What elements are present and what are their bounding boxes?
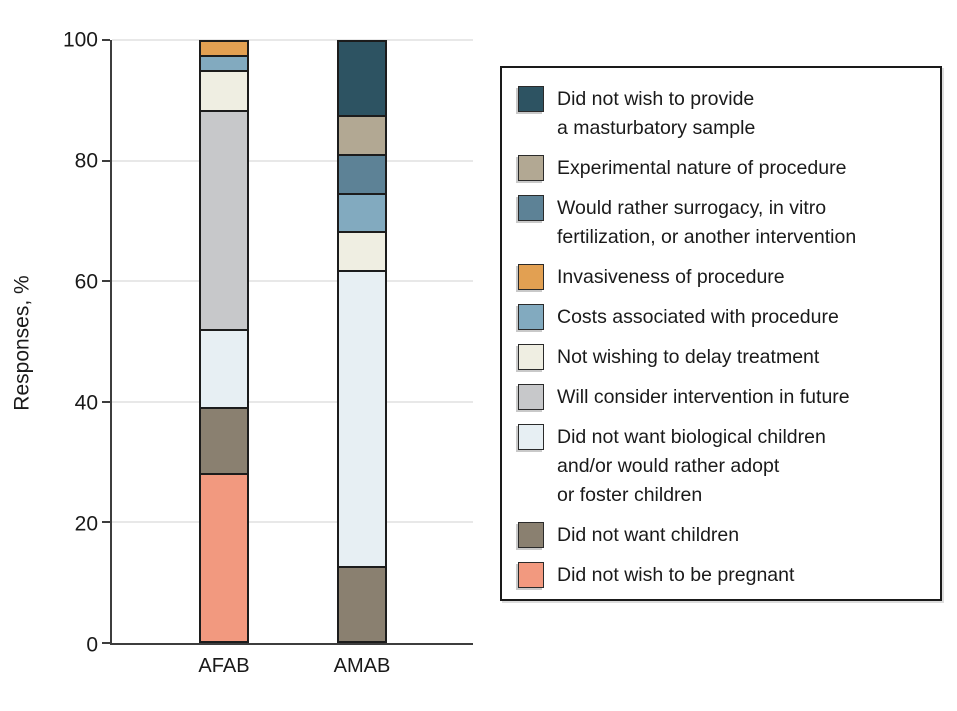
legend-label-line: Did not wish to be pregnant (557, 564, 795, 586)
gridline-40 (112, 400, 473, 403)
legend-entry: Did not wish to provide a masturbatory sa… (518, 85, 928, 143)
legend-label: Invasiveness of procedure (557, 263, 785, 292)
y-tick-label-100: 100 (62, 28, 98, 52)
legend-swatch (518, 384, 544, 410)
legend-label-line: or foster children (557, 484, 703, 506)
legend-label: Experimental nature of procedure (557, 154, 846, 183)
legend-label-line: a masturbatory sample (557, 117, 756, 139)
legend-entry: Costs associated with procedure (518, 303, 928, 332)
legend-swatch (518, 304, 544, 330)
legend-entry: Will consider intervention in future (518, 383, 928, 412)
legend-swatch (518, 86, 544, 112)
gridline-60 (112, 280, 473, 283)
bar-segment (201, 111, 247, 331)
bar-segment (201, 56, 247, 72)
legend-label: Not wishing to delay treatment (557, 343, 819, 372)
legend-entry: Did not want biological children and/or w… (518, 423, 928, 510)
legend-label-line: Will consider intervention in future (557, 386, 850, 408)
y-axis-title: Responses, % (11, 274, 34, 411)
y-tick-label-20: 20 (74, 512, 98, 536)
legend-label: Did not want children (557, 521, 739, 550)
bar-amab (337, 40, 387, 643)
bar-segment (339, 233, 385, 273)
y-tick-label-80: 80 (74, 149, 98, 173)
bar-segment (201, 330, 247, 410)
legend-label-line: fertilization, or another intervention (557, 226, 857, 248)
y-tick-mark-40 (102, 400, 110, 403)
gridline-80 (112, 159, 473, 162)
bar-segment (201, 71, 247, 112)
legend-label-line: Would rather surrogacy, in vitro (557, 197, 827, 219)
legend-entry: Invasiveness of procedure (518, 263, 928, 292)
legend-entry: Not wishing to delay treatment (518, 343, 928, 372)
legend-entry: Would rather surrogacy, in vitro fertiliz… (518, 194, 928, 252)
legend-swatch (518, 195, 544, 221)
bar-afab (199, 40, 249, 643)
bar-segment (339, 272, 385, 568)
gridline-20 (112, 521, 473, 524)
legend-label-line: Did not wish to provide (557, 88, 755, 110)
y-tick-label-40: 40 (74, 391, 98, 415)
bar-segment (339, 156, 385, 195)
legend-label-line: Did not want biological children (557, 426, 826, 448)
legend-label-line: Costs associated with procedure (557, 306, 839, 328)
legend-label-line: Invasiveness of procedure (557, 266, 785, 288)
legend-label: Did not wish to be pregnant (557, 561, 794, 590)
y-tick-mark-0 (102, 642, 110, 644)
y-tick-mark-60 (102, 280, 110, 283)
bar-segment (339, 194, 385, 234)
legend-label: Will consider intervention in future (557, 383, 850, 412)
legend-swatch (518, 424, 544, 450)
legend-swatch (518, 562, 544, 588)
y-tick-label-0: 0 (86, 633, 98, 657)
bar-segment (339, 117, 385, 157)
y-tick-mark-100 (102, 39, 110, 41)
bar-segment (201, 475, 247, 641)
legend-label-line: Not wishing to delay treatment (557, 346, 820, 368)
plot-area: AFAB AMAB (102, 39, 473, 677)
legend-box: Did not wish to provide a masturbatory sa… (500, 66, 942, 601)
legend-entry: Did not want children (518, 521, 928, 550)
bar-segment (339, 42, 385, 118)
legend-entry: Did not wish to be pregnant (518, 561, 928, 590)
legend-swatch (518, 522, 544, 548)
legend-label: Would rather surrogacy, in vitro fertiliz… (557, 194, 856, 252)
legend-label: Did not want biological children and/or w… (557, 423, 826, 510)
legend-label-line: and/or would rather adopt (557, 455, 780, 477)
x-tick-label-afab: AFAB (198, 655, 250, 677)
legend-entry: Experimental nature of procedure (518, 154, 928, 183)
x-tick-label-amab: AMAB (333, 655, 391, 677)
bar-segment (201, 42, 247, 57)
y-tick-label-60: 60 (74, 270, 98, 294)
y-tick-mark-20 (102, 521, 110, 524)
legend-swatch (518, 264, 544, 290)
legend-swatch (518, 344, 544, 370)
bar-segment (339, 567, 385, 641)
legend-label-line: Experimental nature of procedure (557, 157, 847, 179)
legend-swatch (518, 155, 544, 181)
gridline-100 (112, 39, 473, 41)
legend-label: Costs associated with procedure (557, 303, 839, 332)
bar-segment (201, 409, 247, 476)
legend-label: Did not wish to provide a masturbatory sa… (557, 85, 755, 143)
y-axis-tick-labels: 0 20 40 60 80 100 (40, 30, 98, 656)
y-tick-mark-80 (102, 159, 110, 162)
legend-label-line: Did not want children (557, 524, 740, 546)
